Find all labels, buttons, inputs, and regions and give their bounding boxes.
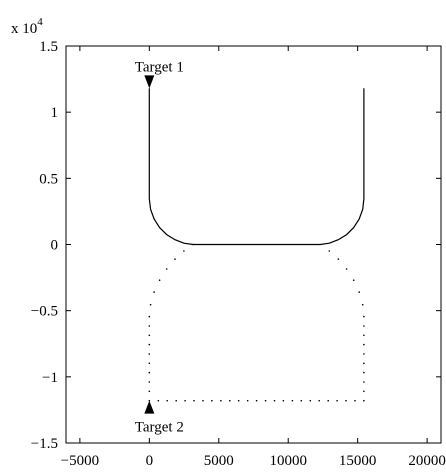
y-tick-label: 1.5 bbox=[39, 39, 58, 55]
series-point bbox=[363, 325, 365, 327]
target-marker bbox=[144, 75, 155, 89]
series-point bbox=[336, 399, 338, 402]
series-point bbox=[327, 399, 330, 402]
annotations-layer: Target 1 Target 2 bbox=[135, 59, 184, 435]
x-tick-label: 0 bbox=[146, 453, 154, 469]
series-point bbox=[352, 279, 355, 282]
series-layer bbox=[148, 88, 365, 402]
series-point bbox=[363, 399, 365, 402]
series-point bbox=[174, 258, 176, 260]
series-point bbox=[148, 399, 151, 402]
y-tick-label: −0.5 bbox=[31, 304, 58, 320]
series-point bbox=[148, 353, 151, 355]
series-point bbox=[300, 399, 303, 402]
series-point bbox=[148, 343, 151, 346]
series-point bbox=[309, 399, 312, 402]
series-point bbox=[363, 334, 365, 337]
series-point bbox=[363, 390, 365, 393]
x-tick-label: 15000 bbox=[339, 453, 377, 469]
target-marker bbox=[144, 400, 155, 414]
series-point bbox=[246, 399, 249, 402]
series-point bbox=[328, 250, 331, 252]
target-label: Target 2 bbox=[135, 420, 184, 436]
x-tick-label: 10000 bbox=[269, 453, 307, 469]
y-scale-label: x 104 bbox=[11, 16, 43, 37]
series-point bbox=[183, 250, 185, 252]
x-tick-label: 20000 bbox=[408, 453, 446, 469]
series-0-solid-path bbox=[148, 88, 365, 246]
y-tick-label: 0 bbox=[51, 238, 59, 254]
y-scale-base: x 10 bbox=[11, 21, 37, 37]
series-point bbox=[337, 258, 340, 260]
series-point bbox=[211, 399, 213, 402]
series-point bbox=[192, 243, 194, 246]
series-point bbox=[363, 362, 365, 365]
series-point bbox=[345, 399, 347, 402]
series-point bbox=[363, 343, 365, 346]
series-point bbox=[318, 399, 321, 402]
series-point bbox=[148, 390, 151, 393]
series-point bbox=[148, 371, 151, 374]
series-point bbox=[158, 279, 161, 282]
series-point bbox=[175, 399, 177, 402]
series-point bbox=[148, 325, 151, 327]
series-point bbox=[148, 315, 151, 318]
series-point bbox=[165, 268, 168, 270]
series-point bbox=[148, 362, 151, 365]
series-point bbox=[148, 334, 151, 337]
series-point bbox=[193, 399, 195, 402]
series-1-dotted-path bbox=[148, 243, 365, 402]
series-point bbox=[363, 353, 365, 355]
y-scale-exponent: 4 bbox=[37, 16, 43, 28]
y-tick-label: 1 bbox=[51, 105, 59, 121]
series-point bbox=[363, 315, 365, 318]
series-point bbox=[358, 291, 361, 293]
series-point bbox=[363, 371, 365, 374]
series-point bbox=[273, 399, 276, 402]
series-point bbox=[166, 399, 168, 402]
series-point bbox=[345, 268, 348, 270]
series-point bbox=[363, 381, 365, 383]
series-point bbox=[264, 399, 267, 402]
y-tick-label: −1 bbox=[42, 370, 58, 386]
series-point bbox=[237, 399, 240, 402]
ticks-layer: −5000 0 5000 10000 15000 20000 −1.5 −1 −0.5 0 0.5 1… bbox=[31, 39, 446, 469]
series-point bbox=[184, 399, 186, 402]
series-point bbox=[282, 399, 285, 402]
y-tick-label: 0.5 bbox=[39, 171, 58, 187]
x-tick-label: −5000 bbox=[61, 453, 99, 469]
series-point bbox=[157, 399, 160, 402]
target-label: Target 1 bbox=[135, 59, 184, 75]
series-point bbox=[291, 399, 294, 402]
series-point bbox=[255, 399, 258, 402]
series-point bbox=[153, 291, 155, 293]
series-point bbox=[202, 399, 204, 402]
series-point bbox=[148, 381, 151, 383]
x-tick-label: 5000 bbox=[204, 453, 234, 469]
series-point bbox=[229, 399, 231, 402]
series-point bbox=[354, 399, 356, 402]
series-point bbox=[149, 303, 152, 306]
y-tick-label: −1.5 bbox=[31, 436, 58, 452]
series-point bbox=[220, 399, 222, 402]
series-point bbox=[361, 303, 364, 306]
